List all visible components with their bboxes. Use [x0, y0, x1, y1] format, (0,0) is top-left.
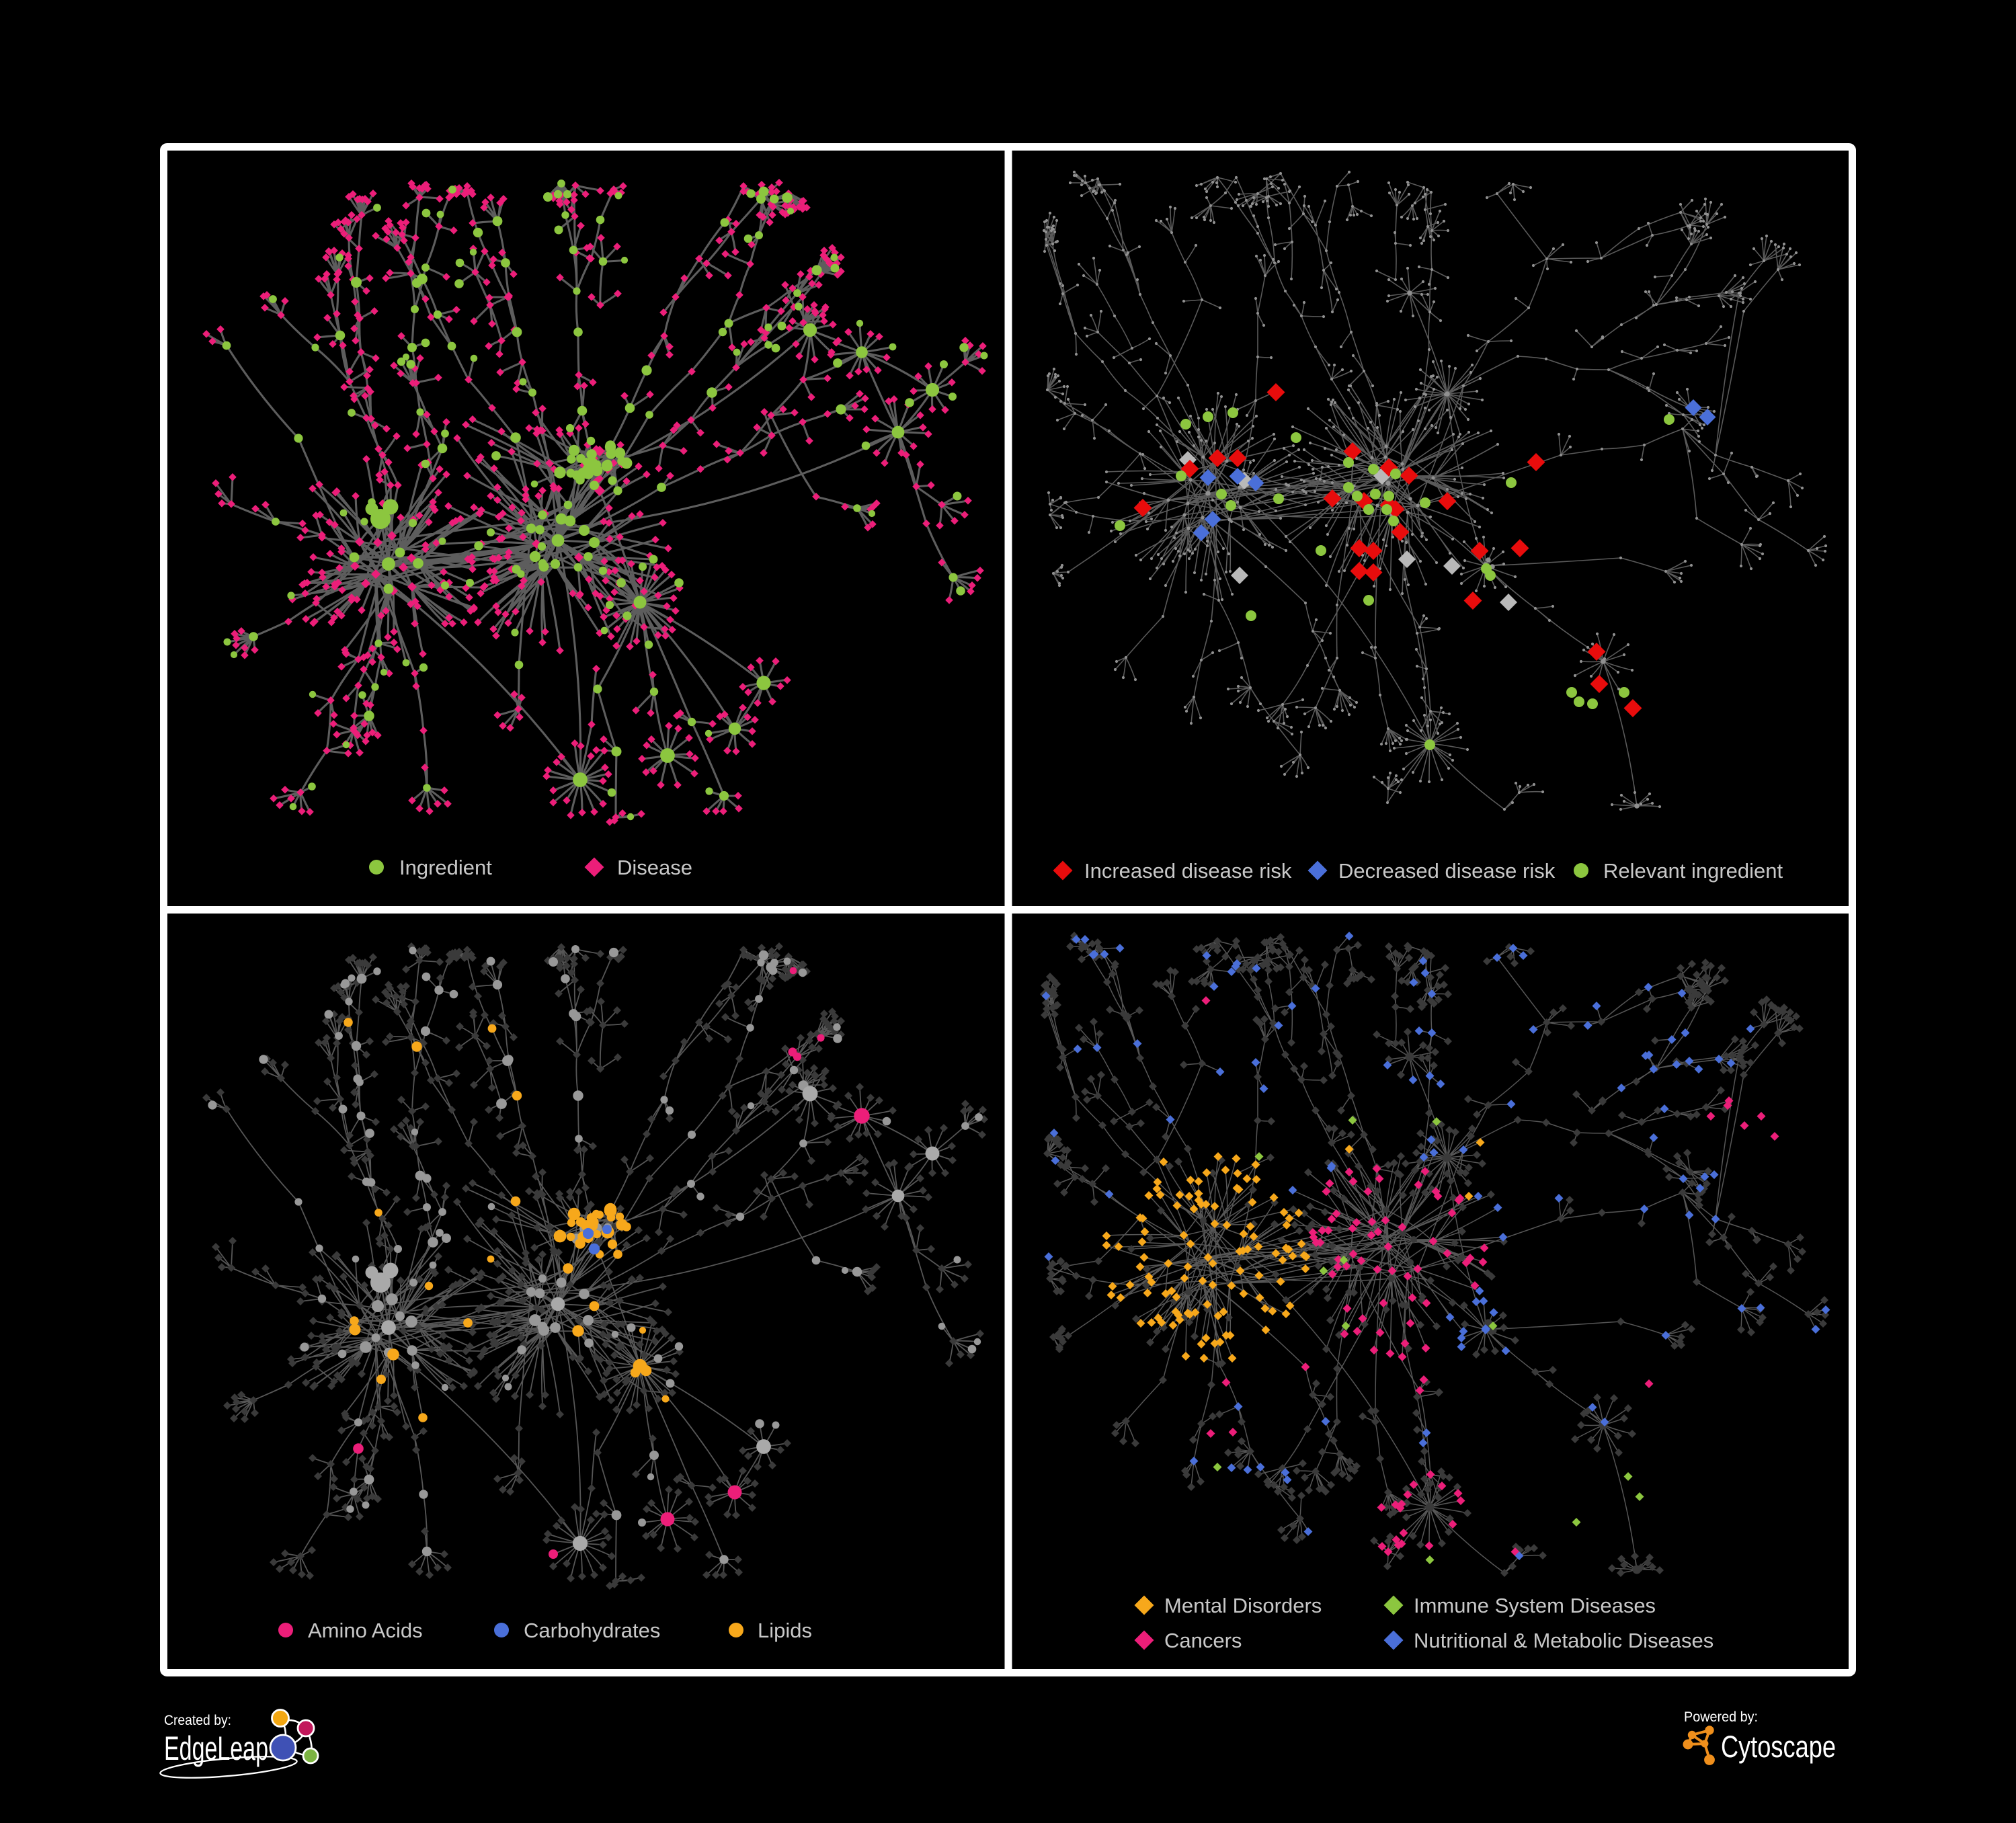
svg-text:Carbohydrates: Carbohydrates: [524, 1619, 660, 1642]
svg-text:Disease: Disease: [617, 856, 692, 879]
svg-text:Cancers: Cancers: [1164, 1629, 1242, 1652]
svg-text:EdgeLeap: EdgeLeap: [164, 1730, 268, 1767]
svg-text:Lipids: Lipids: [758, 1619, 812, 1642]
svg-text:Cytoscape: Cytoscape: [1721, 1730, 1836, 1764]
svg-text:Immune System Diseases: Immune System Diseases: [1414, 1594, 1656, 1617]
svg-text:Nutritional & Metabolic Diseas: Nutritional & Metabolic Diseases: [1414, 1629, 1713, 1652]
svg-text:Powered by:: Powered by:: [1684, 1709, 1758, 1725]
svg-text:Decreased disease risk: Decreased disease risk: [1338, 859, 1556, 883]
svg-text:Ingredient: Ingredient: [399, 856, 492, 879]
svg-text:Amino Acids: Amino Acids: [308, 1619, 423, 1642]
svg-text:Increased disease risk: Increased disease risk: [1084, 859, 1292, 883]
svg-text:Relevant ingredient: Relevant ingredient: [1603, 859, 1783, 883]
svg-text:Created by:: Created by:: [164, 1713, 231, 1728]
svg-text:Mental Disorders: Mental Disorders: [1164, 1594, 1322, 1617]
